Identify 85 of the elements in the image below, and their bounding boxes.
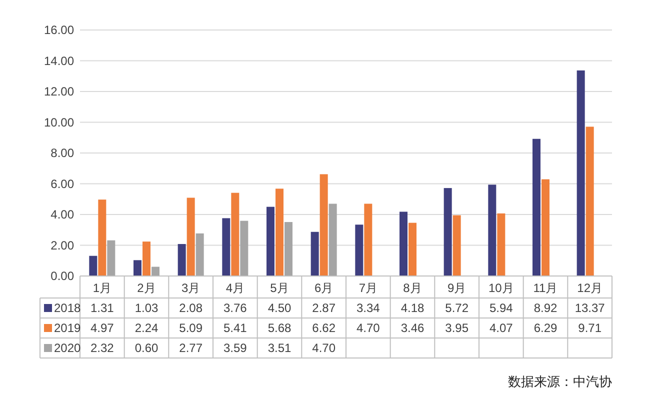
bar <box>266 206 274 276</box>
bar <box>240 220 248 276</box>
data-label: 8.92 <box>534 301 558 316</box>
bar <box>586 126 594 276</box>
bar <box>488 184 496 276</box>
data-label: 1.03 <box>134 301 158 316</box>
data-label: 5.41 <box>223 321 248 336</box>
legend-label: 2020 <box>54 341 82 356</box>
bar <box>576 70 585 276</box>
x-tick-label: 10月 <box>488 281 514 296</box>
y-tick-label: 10.00 <box>44 115 74 130</box>
x-tick-label: 8月 <box>403 281 422 296</box>
x-tick-label: 2月 <box>137 281 156 296</box>
y-tick-label: 12.00 <box>44 84 74 99</box>
data-label: 0.60 <box>134 341 158 356</box>
bar <box>328 204 337 276</box>
x-tick-label: 9月 <box>447 281 466 296</box>
x-tick-label: 6月 <box>314 281 334 296</box>
data-label: 5.68 <box>268 321 292 336</box>
bar <box>355 224 364 276</box>
data-label: 4.50 <box>268 301 292 316</box>
data-label: 4.18 <box>400 301 424 316</box>
y-tick-label: 2.00 <box>50 238 74 252</box>
bar <box>178 244 186 276</box>
data-label: 2.77 <box>179 341 203 356</box>
bar <box>452 215 461 276</box>
bar <box>196 233 204 276</box>
bar <box>142 242 150 276</box>
data-label: 3.76 <box>223 301 248 316</box>
y-tick-label: 6.00 <box>50 176 74 191</box>
data-label: 5.72 <box>445 301 469 316</box>
source-note: 数据来源：中汽协 <box>508 374 612 389</box>
y-tick-label: 0.00 <box>50 269 74 284</box>
data-label: 13.37 <box>574 301 606 316</box>
y-tick-label: 14.00 <box>44 54 74 68</box>
data-label: 5.94 <box>489 301 514 316</box>
bar <box>310 232 319 276</box>
data-label: 6.62 <box>312 321 336 336</box>
data-label: 9.71 <box>578 321 602 336</box>
legend-label: 2018 <box>54 301 82 316</box>
bar <box>89 256 98 276</box>
bar <box>532 138 540 276</box>
data-label: 4.70 <box>312 341 336 356</box>
x-tick-label: 4月 <box>226 281 245 296</box>
data-label: 3.46 <box>400 321 424 336</box>
data-label: 3.59 <box>223 341 248 356</box>
data-label: 6.29 <box>534 321 558 336</box>
bar <box>276 188 284 276</box>
data-label: 5.09 <box>179 321 203 336</box>
x-tick-label: 1月 <box>92 281 112 296</box>
data-label: 2.87 <box>312 301 336 316</box>
bar <box>222 218 230 276</box>
data-label: 2.08 <box>179 301 203 316</box>
x-tick-label: 12月 <box>577 281 603 296</box>
data-label: 4.70 <box>356 321 380 336</box>
x-tick-label: 7月 <box>358 281 378 296</box>
data-label: 3.51 <box>268 341 292 356</box>
bar <box>152 266 160 276</box>
data-label: 4.07 <box>489 321 514 336</box>
bar <box>408 222 416 276</box>
bar <box>364 204 372 276</box>
bar <box>542 179 550 276</box>
data-label: 3.34 <box>356 301 380 316</box>
bar <box>400 212 408 276</box>
y-tick-label: 16.00 <box>44 23 74 38</box>
bar <box>134 260 142 276</box>
bar <box>186 198 195 276</box>
x-tick-label: 3月 <box>181 281 200 296</box>
bar <box>320 174 328 276</box>
x-tick-label: 11月 <box>533 281 558 296</box>
bar <box>444 188 452 276</box>
bar <box>107 240 116 276</box>
bar <box>98 200 106 276</box>
data-label: 2.32 <box>90 341 114 356</box>
data-label: 1.31 <box>90 301 114 316</box>
data-label: 3.95 <box>445 321 469 336</box>
y-tick-label: 8.00 <box>50 146 74 160</box>
bar <box>284 222 292 276</box>
bar <box>497 213 506 276</box>
x-tick-label: 5月 <box>270 281 289 296</box>
data-label: 2.24 <box>134 321 158 336</box>
legend-label: 2019 <box>54 321 82 336</box>
data-label: 4.97 <box>90 321 114 336</box>
bar <box>231 192 240 276</box>
y-tick-label: 4.00 <box>50 208 74 222</box>
